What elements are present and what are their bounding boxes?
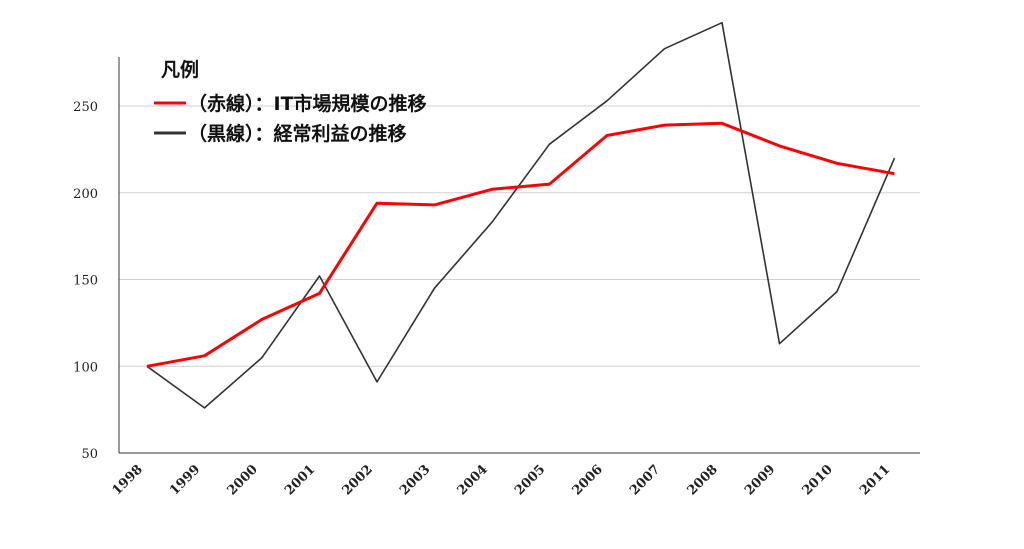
x-tick-label: 2011	[857, 462, 893, 498]
y-tick-label: 100	[73, 360, 98, 375]
legend: 凡例 （赤線）：IT市場規模の推移 （黒線）：経常利益の推移	[154, 58, 427, 145]
y-axis-ticks: 50 100 150 200 250	[73, 100, 98, 462]
legend-label-black: （黒線）：経常利益の推移	[188, 122, 407, 145]
series-lines	[146, 21, 896, 409]
y-tick-label: 200	[73, 187, 98, 202]
x-tick-label: 2001	[282, 462, 318, 498]
x-tick-label: 2000	[225, 462, 261, 498]
x-tick-label: 2007	[627, 462, 663, 498]
legend-label-red: （赤線）：IT市場規模の推移	[188, 92, 427, 115]
legend-title: 凡例	[161, 58, 199, 81]
y-tick-label: 250	[73, 100, 98, 115]
series-line-black	[146, 21, 896, 409]
x-tick-label: 2006	[570, 462, 606, 498]
x-tick-label: 2002	[340, 462, 376, 498]
x-tick-label: 2010	[800, 462, 836, 498]
y-tick-label: 50	[81, 447, 98, 462]
x-tick-label: 1998	[110, 462, 146, 498]
x-tick-label: 1999	[167, 462, 203, 498]
x-axis-ticks: 1998 1999 2000 2001 2002 2003 2004 2005 2006 2007…	[110, 462, 894, 498]
x-tick-label: 2004	[455, 462, 491, 498]
series-line-red	[146, 121, 895, 368]
gridlines	[119, 105, 920, 454]
y-tick-label: 150	[73, 274, 98, 289]
x-tick-label: 2003	[397, 462, 433, 498]
x-tick-label: 2005	[512, 462, 548, 498]
x-tick-label: 2008	[685, 462, 721, 498]
x-tick-label: 2009	[742, 462, 778, 498]
